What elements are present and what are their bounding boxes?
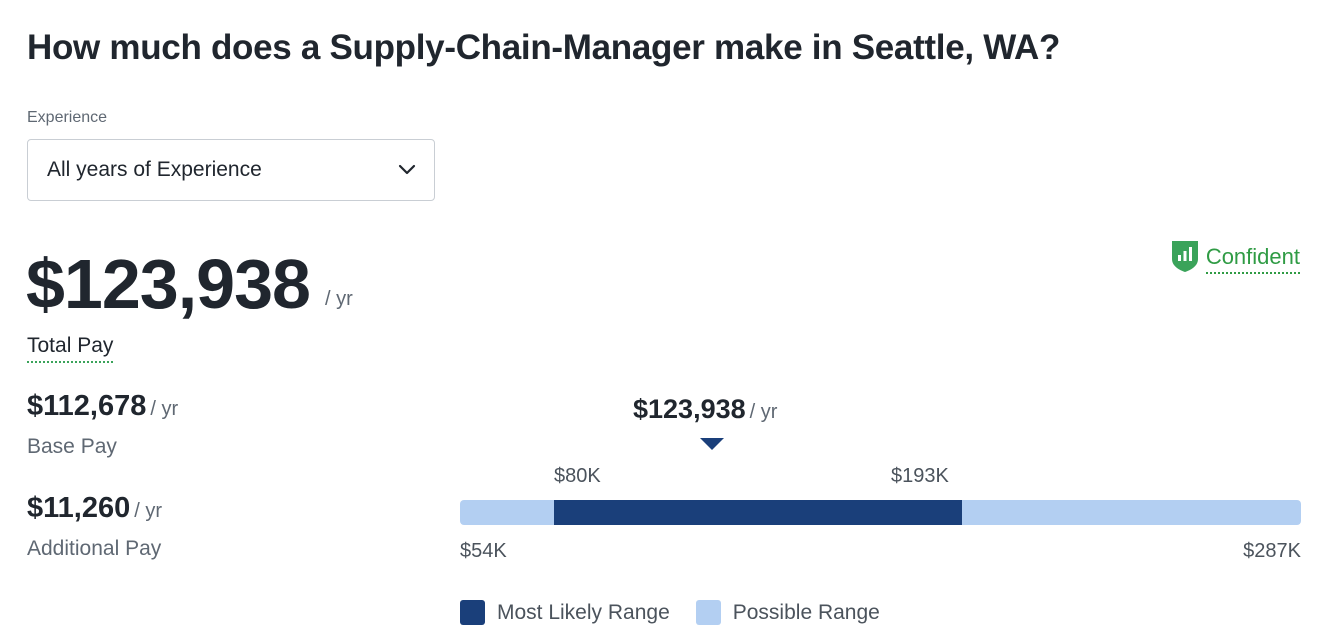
range-marker-value: $123,938/ yr <box>633 394 777 425</box>
likely-low-label: $80K <box>554 465 601 487</box>
shield-bar-chart-icon <box>1170 239 1200 278</box>
base-pay-label: Base Pay <box>27 435 117 458</box>
additional-pay-value: $11,260 <box>27 492 131 524</box>
legend-swatch-likely <box>460 600 485 625</box>
legend-swatch-possible <box>695 600 721 625</box>
confidence-label: Confident <box>1205 243 1300 274</box>
possible-range-bar <box>460 500 1301 525</box>
confidence-badge[interactable]: Confident <box>1170 239 1300 278</box>
experience-select[interactable]: All years of Experience <box>27 139 435 201</box>
chevron-down-icon <box>398 161 416 179</box>
likely-high-label: $193K <box>891 465 949 487</box>
legend-item-likely: Most Likely Range <box>460 600 670 625</box>
page-title: How much does a Supply-Chain-Manager mak… <box>27 28 1061 67</box>
likely-range-bar <box>554 500 962 525</box>
range-marker-unit: / yr <box>749 401 778 423</box>
additional-pay-amount: $11,260/ yr <box>27 492 162 525</box>
base-pay-value: $112,678 <box>27 390 147 422</box>
base-pay-amount: $112,678/ yr <box>27 390 178 423</box>
total-pay-amount: $123,938 <box>26 245 311 323</box>
range-min-label: $54K <box>460 540 507 562</box>
additional-pay-unit: / yr <box>134 500 163 522</box>
range-marker-arrow <box>700 438 724 450</box>
range-marker-amount: $123,938 <box>633 394 746 424</box>
additional-pay-label: Additional Pay <box>27 537 162 560</box>
experience-label: Experience <box>27 109 108 126</box>
range-max-label: $287K <box>1243 540 1301 562</box>
experience-select-value: All years of Experience <box>47 158 262 181</box>
base-pay-unit: / yr <box>150 398 179 420</box>
range-legend: Most Likely Range Possible Range <box>460 600 906 625</box>
legend-label-likely: Most Likely Range <box>497 600 670 624</box>
total-pay-unit: / yr <box>325 288 353 310</box>
total-pay-label[interactable]: Total Pay <box>27 333 114 363</box>
legend-item-possible: Possible Range <box>695 600 880 625</box>
legend-label-possible: Possible Range <box>732 600 880 624</box>
